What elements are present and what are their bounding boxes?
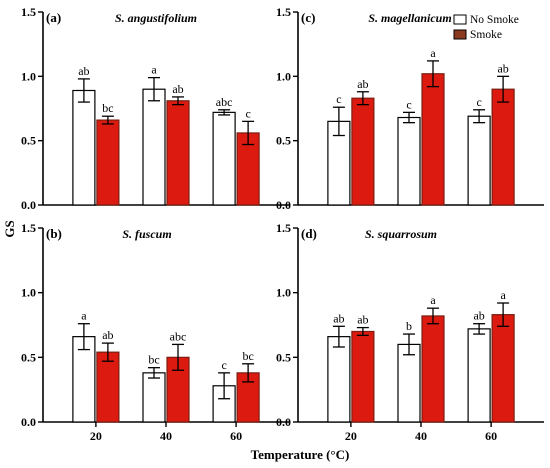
y-tick-label: 1.5 bbox=[21, 5, 36, 19]
y-tick-label: 0.0 bbox=[276, 415, 291, 429]
significance-label: a bbox=[430, 293, 436, 307]
significance-label: ab bbox=[333, 311, 344, 325]
significance-label: bc bbox=[148, 353, 159, 367]
bar-no-smoke bbox=[72, 89, 96, 206]
significance-label: ab bbox=[172, 82, 183, 96]
significance-label: bc bbox=[242, 349, 253, 363]
bar-no-smoke bbox=[142, 372, 166, 423]
significance-label: ab bbox=[357, 313, 368, 327]
bar-smoke bbox=[96, 119, 120, 206]
significance-label: c bbox=[221, 358, 226, 372]
significance-label: c bbox=[406, 97, 411, 111]
bar-smoke bbox=[351, 330, 375, 423]
legend-label-smoke: Smoke bbox=[470, 29, 502, 41]
bar-no-smoke bbox=[467, 328, 491, 423]
y-tick-label: 0.5 bbox=[276, 134, 291, 148]
y-tick-label: 1.0 bbox=[21, 69, 36, 83]
significance-label: ab bbox=[78, 64, 89, 78]
bar-no-smoke bbox=[397, 116, 421, 206]
significance-label: b bbox=[406, 319, 412, 333]
significance-label: ab bbox=[357, 77, 368, 91]
significance-label: c bbox=[476, 95, 481, 109]
bar-no-smoke bbox=[212, 111, 236, 206]
significance-label: abc bbox=[170, 329, 187, 343]
chart-panel-2: 0.0 0.5 1.0 1.5 (c) S. magellanicum c ab c a c ab bbox=[276, 5, 544, 212]
x-tick-label: 40 bbox=[415, 429, 427, 443]
bar-smoke bbox=[96, 351, 120, 423]
panel-letter: (b) bbox=[46, 226, 62, 241]
y-tick-label: 1.5 bbox=[276, 221, 291, 235]
bar-no-smoke bbox=[397, 343, 421, 423]
bar-smoke bbox=[351, 97, 375, 206]
y-tick-label: 1.5 bbox=[21, 221, 36, 235]
y-tick-label: 1.0 bbox=[276, 69, 291, 83]
significance-label: a bbox=[151, 63, 157, 77]
y-axis-title: GS bbox=[2, 220, 17, 237]
legend: No Smoke Smoke bbox=[453, 14, 519, 41]
bar-smoke bbox=[491, 88, 515, 206]
panel-title: S. magellanicum bbox=[368, 11, 451, 25]
y-tick-label: 1.5 bbox=[276, 5, 291, 19]
legend-label-no-smoke: No Smoke bbox=[470, 14, 519, 26]
y-tick-label: 0.5 bbox=[276, 350, 291, 364]
significance-label: ab bbox=[473, 309, 484, 323]
bar-no-smoke bbox=[467, 115, 491, 206]
y-tick-label: 1.0 bbox=[21, 286, 36, 300]
y-tick-label: 0.5 bbox=[21, 134, 36, 148]
x-tick-label: 60 bbox=[230, 429, 242, 443]
legend-swatch-no-smoke bbox=[453, 14, 467, 25]
significance-label: bc bbox=[102, 101, 113, 115]
bar-no-smoke bbox=[327, 336, 351, 423]
chart-panel-3: 0.00.51.01.5 (b) S. fuscum20aab40bcabc60cb… bbox=[21, 221, 289, 443]
significance-label: ab bbox=[497, 61, 508, 75]
y-tick-label: 0.5 bbox=[21, 350, 36, 364]
chart-panel-1: 0.0 0.5 1.0 1.5 (a) S. angustifolium ab bc a ab ab… bbox=[21, 5, 289, 212]
legend-swatch-smoke bbox=[453, 29, 467, 40]
y-tick-label: 0.0 bbox=[276, 198, 291, 212]
x-tick-label: 20 bbox=[345, 429, 357, 443]
panel-letter: (d) bbox=[301, 226, 317, 241]
y-tick-label: 1.0 bbox=[276, 286, 291, 300]
significance-label: a bbox=[81, 309, 87, 323]
panel-title: S. squarrosum bbox=[365, 227, 437, 241]
bar-smoke bbox=[421, 315, 445, 423]
panel-title: S. fuscum bbox=[122, 227, 171, 241]
x-tick-label: 60 bbox=[485, 429, 497, 443]
significance-label: abc bbox=[216, 95, 233, 109]
x-tick-label: 40 bbox=[160, 429, 172, 443]
bar-smoke bbox=[166, 100, 190, 206]
bar-smoke bbox=[421, 73, 445, 206]
significance-label: a bbox=[500, 288, 506, 302]
significance-label: a bbox=[430, 46, 436, 60]
significance-label: c bbox=[336, 92, 341, 106]
significance-label: c bbox=[245, 106, 250, 120]
x-tick-label: 20 bbox=[90, 429, 102, 443]
panel-title: S. angustifolium bbox=[115, 11, 197, 25]
bar-smoke bbox=[491, 314, 515, 423]
bar-no-smoke bbox=[142, 88, 166, 206]
y-tick-label: 0.0 bbox=[21, 198, 36, 212]
panel-letter: (a) bbox=[46, 10, 61, 25]
panel-letter: (c) bbox=[301, 10, 315, 25]
x-axis-title: Temperature (°C) bbox=[251, 447, 350, 462]
significance-label: ab bbox=[102, 328, 113, 342]
y-tick-label: 0.0 bbox=[21, 415, 36, 429]
